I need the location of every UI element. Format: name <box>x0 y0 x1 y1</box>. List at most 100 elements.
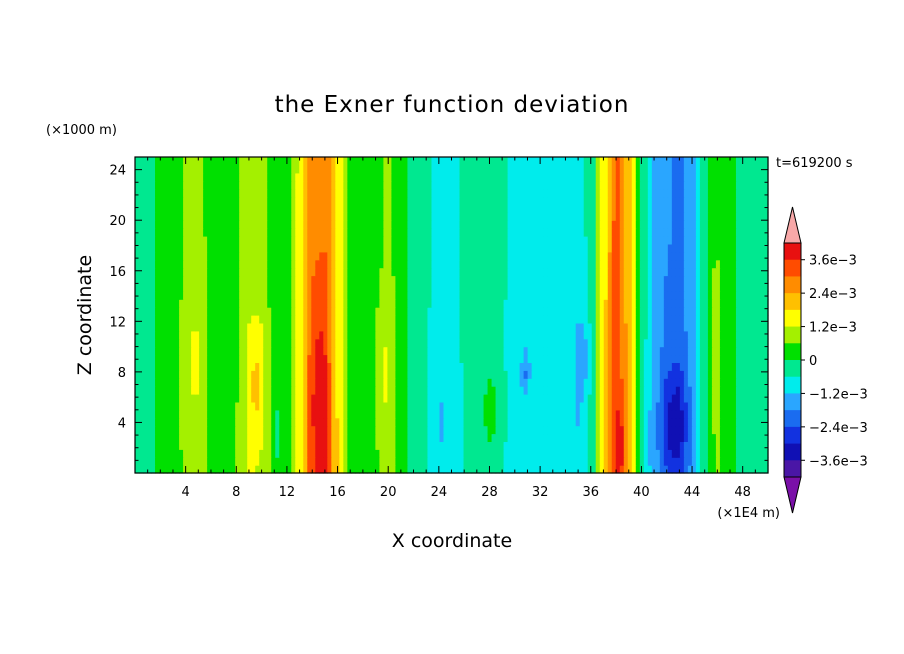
contour-cell <box>343 330 348 340</box>
contour-cell <box>679 228 685 237</box>
contour-cell <box>711 425 717 435</box>
contour-cell <box>291 275 296 284</box>
contour-cell <box>463 307 469 316</box>
contour-cell <box>575 243 581 253</box>
contour-cell <box>275 291 280 300</box>
contour-cell <box>555 449 561 458</box>
contour-cell <box>431 441 437 450</box>
contour-cell <box>735 465 741 474</box>
contour-cell <box>243 291 248 300</box>
contour-cell <box>723 425 729 435</box>
contour-cell <box>739 425 745 435</box>
contour-cell <box>143 283 148 292</box>
contour-cell <box>527 338 533 348</box>
contour-cell <box>211 299 216 308</box>
contour-cell <box>595 251 601 261</box>
contour-cell <box>711 338 717 348</box>
contour-cell <box>431 409 437 419</box>
contour-cell <box>547 236 553 245</box>
contour-cell <box>755 354 761 363</box>
contour-cell <box>135 322 140 332</box>
contour-cell <box>319 370 324 379</box>
contour-cell <box>751 315 757 324</box>
contour-cell <box>671 307 677 316</box>
contour-cell <box>499 330 505 340</box>
contour-cell <box>719 338 725 348</box>
contour-cell <box>239 401 244 411</box>
contour-cell <box>607 409 613 419</box>
contour-cell <box>159 315 164 324</box>
contour-cell <box>487 425 493 435</box>
contour-cell <box>383 322 388 332</box>
contour-cell <box>279 330 284 340</box>
contour-cell <box>687 378 693 387</box>
contour-cell <box>615 441 621 450</box>
contour-cell <box>295 457 300 466</box>
contour-cell <box>235 417 240 427</box>
contour-cell <box>551 409 557 419</box>
contour-cell <box>375 220 380 229</box>
contour-cell <box>715 362 721 371</box>
contour-cell <box>155 370 160 379</box>
contour-cell <box>507 378 513 387</box>
contour-cell <box>191 236 196 245</box>
contour-cell <box>655 259 661 269</box>
contour-cell <box>319 251 324 261</box>
contour-cell <box>459 322 465 332</box>
contour-cell <box>215 338 220 348</box>
contour-cell <box>651 457 657 466</box>
contour-cell <box>643 243 649 253</box>
contour-cell <box>207 346 212 356</box>
contour-cell <box>195 228 200 237</box>
contour-cell <box>355 449 360 458</box>
contour-cell <box>387 354 393 363</box>
contour-cell <box>423 267 429 277</box>
contour-cell <box>683 315 689 324</box>
contour-cell <box>595 291 601 300</box>
contour-cell <box>519 220 525 229</box>
contour-cell <box>683 378 689 387</box>
contour-cell <box>647 441 653 450</box>
contour-cell <box>631 275 637 284</box>
contour-cell <box>499 386 505 395</box>
contour-cell <box>379 243 384 253</box>
contour-cell <box>283 465 288 474</box>
contour-cell <box>431 220 437 229</box>
contour-cell <box>759 401 765 411</box>
contour-cell <box>587 401 593 411</box>
contour-cell <box>435 283 441 292</box>
contour-cell <box>439 267 445 277</box>
contour-cell <box>419 401 425 411</box>
contour-cell <box>287 394 292 403</box>
contour-cell <box>527 291 533 300</box>
contour-cell <box>399 315 405 324</box>
contour-cell <box>759 465 765 474</box>
contour-cell <box>171 283 176 292</box>
contour-cell <box>663 378 669 387</box>
contour-cell <box>379 441 384 450</box>
contour-cell <box>735 275 741 284</box>
contour-cell <box>143 251 148 261</box>
contour-cell <box>247 291 252 300</box>
contour-cell <box>503 401 509 411</box>
contour-cell <box>587 315 593 324</box>
contour-cell <box>551 243 557 253</box>
contour-cell <box>279 291 284 300</box>
contour-cell <box>623 362 629 371</box>
contour-cell <box>599 378 605 387</box>
contour-cell <box>371 362 376 371</box>
contour-cell <box>339 315 344 324</box>
contour-cell <box>147 322 152 332</box>
contour-cell <box>307 409 312 419</box>
contour-cell <box>299 425 304 435</box>
contour-cell <box>259 346 264 356</box>
contour-cell <box>155 449 160 458</box>
contour-cell <box>339 330 344 340</box>
contour-cell <box>351 291 356 300</box>
contour-cell <box>447 417 453 427</box>
contour-cell <box>419 425 425 435</box>
contour-cell <box>535 307 541 316</box>
contour-cell <box>655 409 661 419</box>
contour-cell <box>383 386 388 395</box>
contour-cell <box>491 315 497 324</box>
